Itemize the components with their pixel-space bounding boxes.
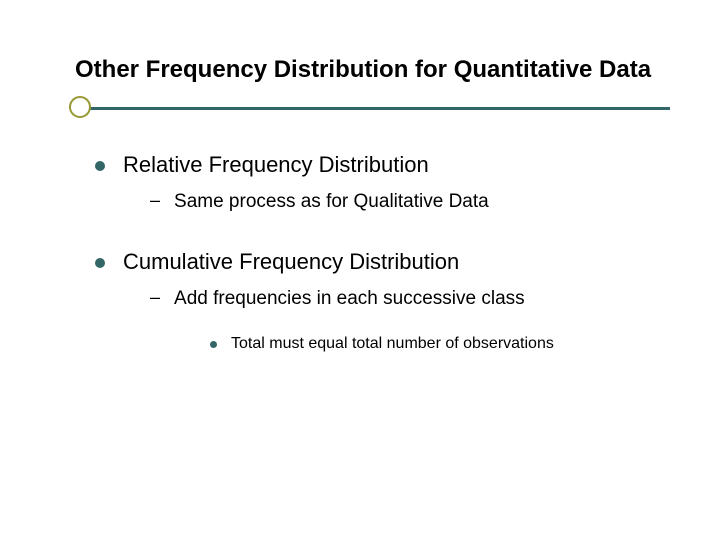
- dash-icon: –: [150, 287, 160, 308]
- level1-text: Relative Frequency Distribution: [123, 151, 429, 180]
- title-underline: [60, 93, 670, 121]
- slide-content: Relative Frequency Distribution – Same p…: [95, 151, 670, 354]
- bullet-icon: [210, 341, 217, 348]
- list-item: Cumulative Frequency Distribution: [95, 248, 670, 277]
- dash-icon: –: [150, 190, 160, 211]
- underline-bar: [87, 107, 670, 110]
- list-item: – Same process as for Qualitative Data: [150, 190, 670, 215]
- slide-title: Other Frequency Distribution for Quantit…: [75, 55, 670, 85]
- bullet-icon: [95, 161, 105, 171]
- slide: Other Frequency Distribution for Quantit…: [0, 0, 720, 540]
- list-item: Relative Frequency Distribution: [95, 151, 670, 180]
- list-item: Total must equal total number of observa…: [210, 334, 670, 355]
- level1-text: Cumulative Frequency Distribution: [123, 248, 459, 277]
- bullet-icon: [95, 258, 105, 268]
- list-item: – Add frequencies in each successive cla…: [150, 287, 670, 312]
- level3-text: Total must equal total number of observa…: [231, 334, 554, 355]
- level2-text: Add frequencies in each successive class: [174, 287, 525, 312]
- underline-circle-icon: [69, 96, 91, 118]
- level2-text: Same process as for Qualitative Data: [174, 190, 489, 215]
